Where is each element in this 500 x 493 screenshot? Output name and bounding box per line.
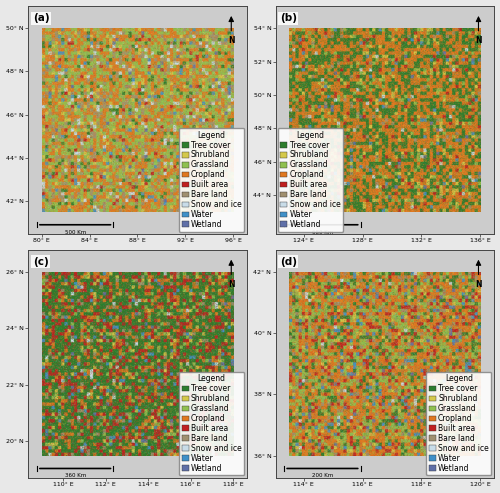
- Text: (b): (b): [280, 13, 297, 23]
- Text: (a): (a): [32, 13, 50, 23]
- Text: (d): (d): [280, 257, 297, 267]
- Text: 360 Km: 360 Km: [64, 473, 86, 479]
- Text: 680 Km: 680 Km: [312, 230, 333, 235]
- Legend: Tree cover, Shrubland, Grassland, Cropland, Built area, Bare land, Snow and ice,: Tree cover, Shrubland, Grassland, Cropla…: [179, 128, 244, 232]
- Legend: Tree cover, Shrubland, Grassland, Cropland, Built area, Bare land, Snow and ice,: Tree cover, Shrubland, Grassland, Cropla…: [278, 128, 343, 232]
- Text: N: N: [228, 36, 234, 45]
- Text: (c): (c): [32, 257, 48, 267]
- Text: 500 Km: 500 Km: [64, 230, 86, 235]
- Legend: Tree cover, Shrubland, Grassland, Cropland, Built area, Bare land, Snow and ice,: Tree cover, Shrubland, Grassland, Cropla…: [426, 372, 492, 475]
- Text: N: N: [475, 280, 482, 288]
- Text: 200 Km: 200 Km: [312, 473, 333, 479]
- Legend: Tree cover, Shrubland, Grassland, Cropland, Built area, Bare land, Snow and ice,: Tree cover, Shrubland, Grassland, Cropla…: [179, 372, 244, 475]
- Text: N: N: [228, 280, 234, 288]
- Text: N: N: [475, 36, 482, 45]
